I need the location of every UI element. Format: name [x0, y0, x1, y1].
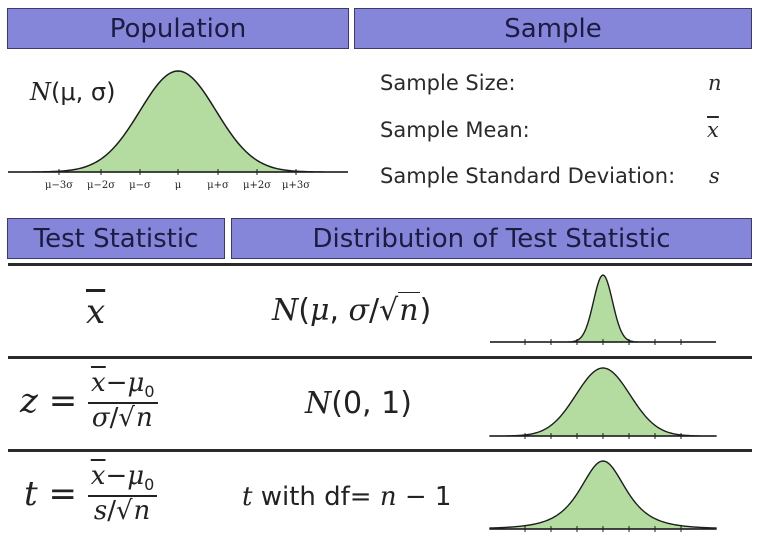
sample-sd-symbol: s [709, 164, 720, 188]
sample-header: Sample [354, 8, 752, 49]
test-statistic-header: Test Statistic [7, 218, 225, 259]
distribution-header: Distribution of Test Statistic [231, 218, 752, 259]
population-formula-name: N [30, 78, 51, 106]
row1-statistic: x [86, 292, 106, 332]
sample-size-symbol: n [708, 71, 722, 95]
population-curve-path [7, 70, 349, 173]
population-header-label: Population [109, 13, 247, 44]
sample-header-label: Sample [504, 13, 602, 44]
distribution-header-label: Distribution of Test Statistic [312, 223, 671, 254]
population-formula: N(μ, σ) [30, 78, 115, 106]
table-rule-2 [8, 449, 752, 452]
population-tick-label: μ+3σ [282, 180, 310, 191]
row2-curve [489, 367, 717, 437]
table-rule-1 [8, 356, 752, 359]
sample-mean-label: Sample Mean: [380, 118, 530, 142]
row3-distribution: t with df= n − 1 [242, 482, 452, 512]
population-formula-args: (μ, σ) [51, 78, 116, 106]
population-tick-label: μ−3σ [45, 180, 73, 191]
sample-size-label: Sample Size: [380, 71, 516, 95]
sample-sd-label: Sample Standard Deviation: [380, 164, 676, 188]
table-rule-top [8, 263, 752, 266]
population-ticks: μ−3σ μ−2σ μ−σ μ μ+σ μ+2σ μ+3σ [45, 169, 310, 191]
population-tick-label: μ+σ [207, 180, 229, 191]
test-statistic-header-label: Test Statistic [33, 223, 199, 254]
sample-mean-symbol: x [707, 118, 719, 142]
row2-statistic: z = x−μ0 σ/√n [20, 369, 158, 433]
row1-distribution: N(μ, σ/√n) [272, 292, 432, 328]
population-tick-label: μ−σ [129, 180, 151, 191]
row3-statistic: t = x−μ0 s/√n [24, 462, 158, 526]
row2-distribution: N(0, 1) [305, 386, 412, 421]
population-tick-label: μ+2σ [243, 180, 271, 191]
population-header: Population [7, 8, 349, 49]
population-tick-label: μ−2σ [87, 180, 115, 191]
row1-curve [490, 274, 716, 343]
row3-curve [489, 460, 717, 530]
population-tick-label: μ [175, 180, 182, 191]
